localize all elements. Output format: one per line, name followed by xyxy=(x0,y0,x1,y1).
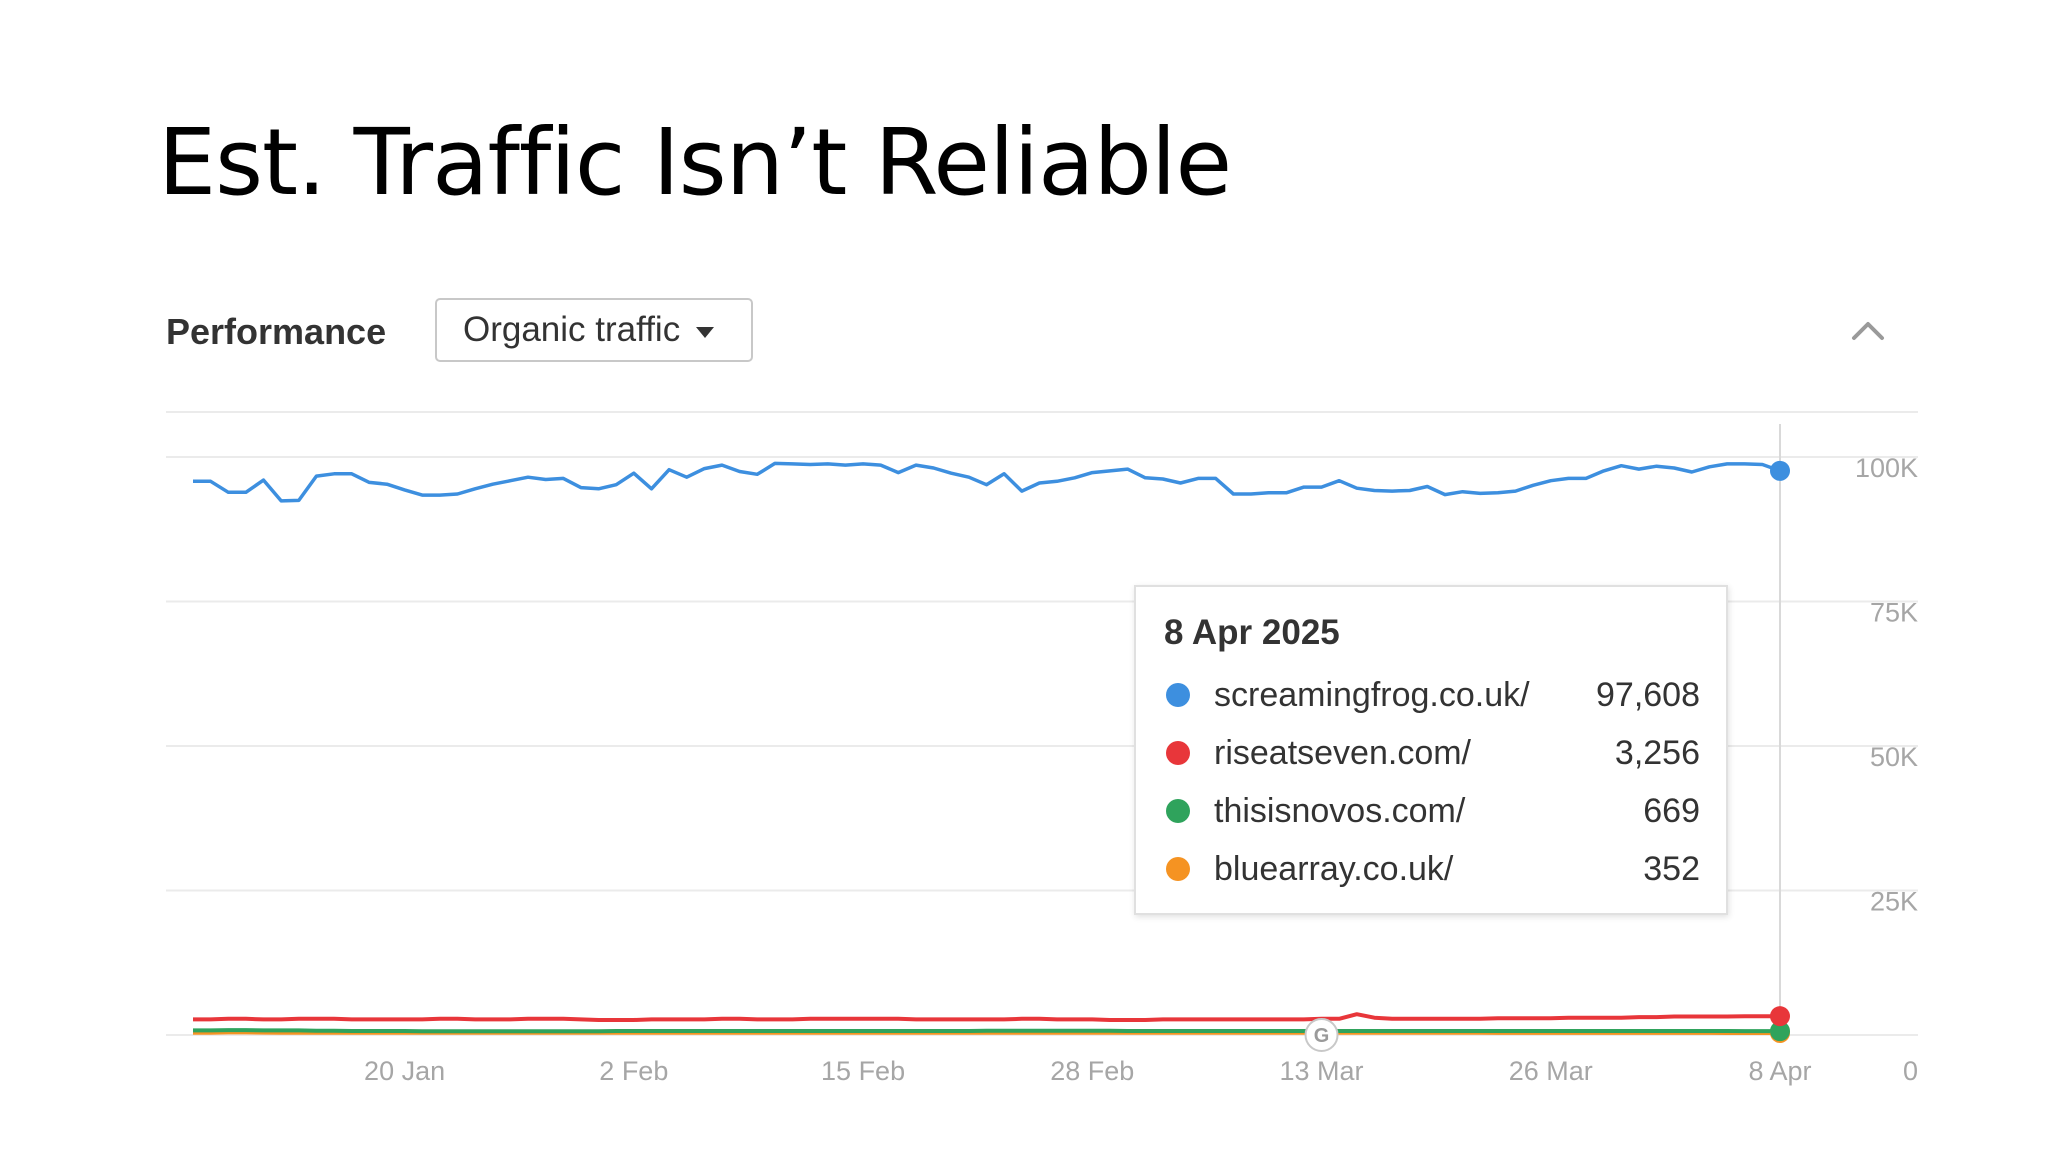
performance-heading: Performance xyxy=(166,311,387,352)
tooltip-value: 669 xyxy=(1643,791,1700,830)
x-tick-label: 15 Feb xyxy=(821,1056,905,1086)
series-line xyxy=(193,1012,1780,1022)
metric-dropdown[interactable]: Organic traffic xyxy=(435,298,753,362)
chart-series xyxy=(193,461,1781,1035)
tooltip-value: 352 xyxy=(1643,849,1700,888)
chart-tooltip: 8 Apr 2025 screamingfrog.co.uk/ 97,608 r… xyxy=(1134,585,1728,915)
series-dot xyxy=(1166,799,1190,823)
y-tick-label: 0 xyxy=(1903,1056,1918,1086)
slide-title: Est. Traffic Isn’t Reliable xyxy=(158,109,1232,216)
x-tick-label: 13 Mar xyxy=(1280,1056,1364,1086)
tooltip-site: thisisnovos.com/ xyxy=(1214,791,1466,830)
y-tick-label: 75K xyxy=(1870,598,1918,628)
tooltip-value: 97,608 xyxy=(1596,675,1700,714)
series-line xyxy=(193,1028,1780,1034)
annotation-markers[interactable]: G xyxy=(1304,1018,1339,1052)
series-dot xyxy=(1166,857,1190,881)
series-line xyxy=(193,461,1781,503)
x-tick-label: 20 Jan xyxy=(364,1056,445,1086)
collapse-button[interactable] xyxy=(1844,310,1892,350)
tooltip-row: thisisnovos.com/ 669 xyxy=(1166,789,1700,833)
x-tick-label: 8 Apr xyxy=(1748,1056,1811,1086)
series-dot xyxy=(1166,683,1190,707)
x-tick-label: 28 Feb xyxy=(1050,1056,1134,1086)
tooltip-site: bluearray.co.uk/ xyxy=(1214,849,1454,888)
x-axis-ticks: 20 Jan 2 Feb 15 Feb 28 Feb 13 Mar 26 Mar 8 Apr xyxy=(364,1056,1811,1086)
marker-circle xyxy=(1304,1018,1339,1052)
series-dot xyxy=(1166,741,1190,765)
y-tick-label: 100K xyxy=(1855,453,1918,483)
chevron-up-icon xyxy=(1852,322,1884,340)
tooltip-row: riseatseven.com/ 3,256 xyxy=(1166,731,1700,775)
tooltip-row: screamingfrog.co.uk/ 97,608 xyxy=(1166,673,1700,717)
tooltip-row: bluearray.co.uk/ 352 xyxy=(1166,847,1700,891)
google-update-icon[interactable]: G xyxy=(1304,1018,1339,1052)
tooltip-value: 3,256 xyxy=(1614,733,1700,772)
series-endpoint xyxy=(1770,460,1790,481)
tooltip-date: 8 Apr 2025 xyxy=(1164,613,1340,652)
series-endpoints xyxy=(1770,460,1790,1043)
y-tick-label: 25K xyxy=(1870,887,1918,917)
series-endpoint xyxy=(1770,1006,1790,1027)
marker-glyph: G xyxy=(1314,1025,1330,1047)
x-tick-label: 26 Mar xyxy=(1509,1056,1593,1086)
series-endpoint xyxy=(1770,1021,1790,1042)
x-tick-label: 2 Feb xyxy=(599,1056,668,1086)
y-tick-label: 50K xyxy=(1870,742,1918,772)
y-axis-ticks: 0 25K 50K 75K 100K xyxy=(1855,453,1918,1086)
metric-dropdown-label: Organic traffic xyxy=(463,310,681,349)
caret-down-icon xyxy=(696,326,715,338)
tooltip-site: riseatseven.com/ xyxy=(1214,733,1471,772)
tooltip-site: screamingfrog.co.uk/ xyxy=(1214,675,1530,714)
